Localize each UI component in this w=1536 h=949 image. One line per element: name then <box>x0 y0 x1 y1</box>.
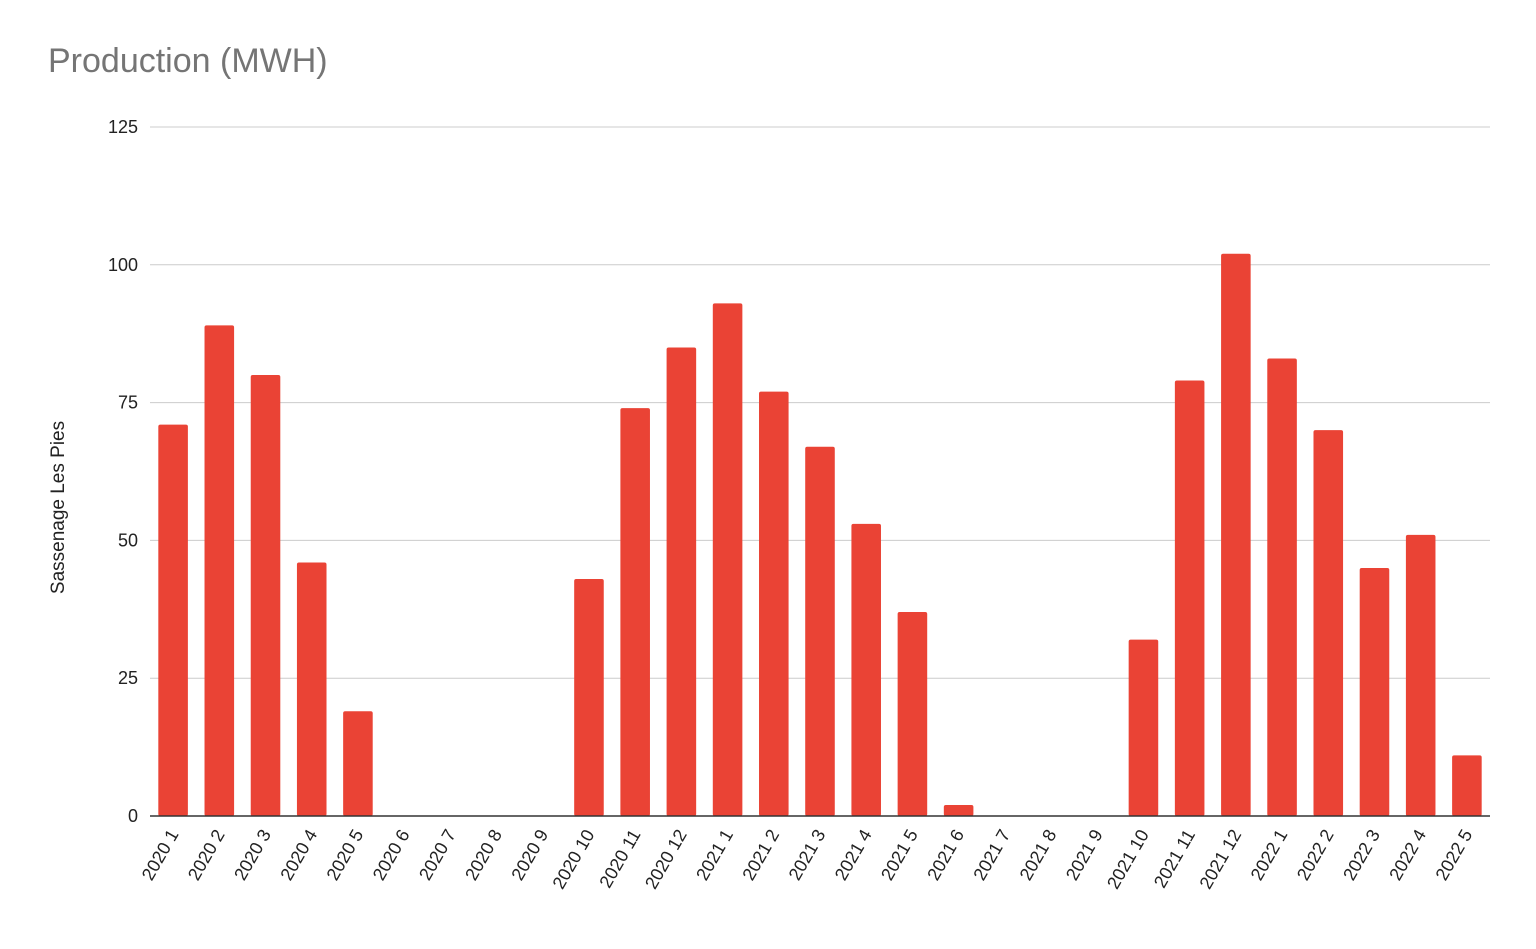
y-tick-label: 125 <box>108 117 138 137</box>
x-tick-label: 2021 8 <box>1016 826 1061 884</box>
x-tick-label: 2021 9 <box>1062 826 1107 884</box>
x-tick-label: 2021 4 <box>831 826 876 884</box>
x-tick-label: 2020 7 <box>415 826 460 884</box>
x-tick-label: 2020 10 <box>549 826 599 892</box>
x-axis-ticks: 2020 1 2020 2 2020 3 2020 4 2020 5 2020 6 2020… <box>138 826 1477 892</box>
bar-2020-12 <box>666 347 697 816</box>
bar-2021-1 <box>712 303 743 816</box>
x-tick-label: 2021 10 <box>1103 826 1153 892</box>
x-tick-label: 2022 1 <box>1247 826 1292 884</box>
bar-2021-11 <box>1174 380 1205 816</box>
y-tick-label: 25 <box>118 668 138 688</box>
bar-2022-2 <box>1313 430 1344 816</box>
bar-2020-4 <box>296 562 327 816</box>
x-tick-label: 2021 2 <box>738 826 783 884</box>
chart-title: Production (MWH) <box>48 42 328 80</box>
x-tick-label: 2021 1 <box>692 826 737 884</box>
y-axis-title: Sassenage Les Pies <box>48 421 69 594</box>
x-tick-label: 2020 1 <box>138 826 183 884</box>
bar-2020-1 <box>158 424 188 816</box>
x-tick-label: 2021 3 <box>785 826 830 884</box>
bar-2021-6 <box>943 804 974 816</box>
x-tick-label: 2020 5 <box>323 826 368 884</box>
x-tick-label: 2021 7 <box>969 826 1014 884</box>
x-tick-label: 2020 4 <box>276 826 321 884</box>
bars <box>150 253 1490 817</box>
y-tick-label: 0 <box>128 806 138 826</box>
bar-2021-5 <box>897 612 928 816</box>
bar-2021-4 <box>851 523 881 816</box>
x-tick-label: 2022 5 <box>1432 826 1477 884</box>
x-tick-label: 2020 12 <box>641 826 691 892</box>
bar-2021-3 <box>805 446 835 816</box>
x-tick-label: 2022 2 <box>1293 826 1338 884</box>
bar-2022-5 <box>1452 755 1482 816</box>
x-tick-label: 2021 5 <box>877 826 922 884</box>
bar-2022-1 <box>1267 358 1297 816</box>
bar-2021-12 <box>1221 253 1251 816</box>
bar-2022-3 <box>1359 567 1390 816</box>
bar-2021-2 <box>759 391 789 816</box>
bar-2022-4 <box>1405 534 1436 816</box>
y-tick-label: 50 <box>118 530 138 550</box>
bar-2020-3 <box>250 375 281 816</box>
x-tick-label: 2020 6 <box>369 826 414 884</box>
x-tick-label: 2020 9 <box>507 826 552 884</box>
x-tick-label: 2021 12 <box>1195 826 1245 892</box>
x-tick-label: 2020 2 <box>184 826 229 884</box>
x-tick-label: 2022 3 <box>1339 826 1384 884</box>
y-tick-label: 100 <box>108 255 138 275</box>
x-tick-label: 2021 6 <box>923 826 968 884</box>
bar-2021-10 <box>1128 639 1159 816</box>
x-tick-label: 2021 11 <box>1150 826 1199 891</box>
y-tick-label: 75 <box>118 393 138 413</box>
bar-2020-10 <box>574 578 604 816</box>
x-tick-label: 2020 8 <box>461 826 506 884</box>
bar-2020-11 <box>620 408 650 816</box>
y-axis-ticks: 0 25 50 75 100 125 <box>108 117 138 826</box>
x-tick-label: 2020 11 <box>595 826 644 891</box>
x-tick-label: 2022 4 <box>1385 826 1430 884</box>
bar-2020-5 <box>343 711 373 816</box>
bar-2020-2 <box>204 325 235 816</box>
x-tick-label: 2020 3 <box>230 826 275 884</box>
